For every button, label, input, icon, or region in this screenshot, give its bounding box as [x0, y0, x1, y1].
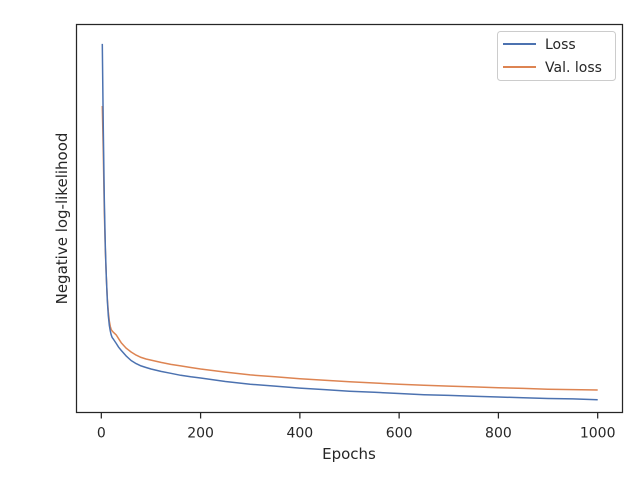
legend: Loss Val. loss	[497, 31, 616, 81]
legend-label-loss: Loss	[545, 37, 576, 53]
x-tick-label: 200	[187, 426, 214, 442]
x-tick-label: 600	[386, 426, 413, 442]
x-axis-label: Epochs	[322, 445, 376, 463]
y-axis-label: Negative log-likelihood	[53, 133, 71, 305]
x-tick-label: 400	[286, 426, 313, 442]
x-tick-label: 0	[97, 426, 106, 442]
legend-label-val-loss: Val. loss	[545, 60, 602, 76]
x-axis-ticks: 0 200 400 600 800 1000	[97, 412, 616, 442]
x-tick-label: 800	[485, 426, 512, 442]
x-tick-label: 1000	[580, 426, 616, 442]
plot-area-frame	[75, 23, 624, 414]
series-layer	[101, 43, 598, 401]
series-line-loss	[101, 43, 598, 401]
